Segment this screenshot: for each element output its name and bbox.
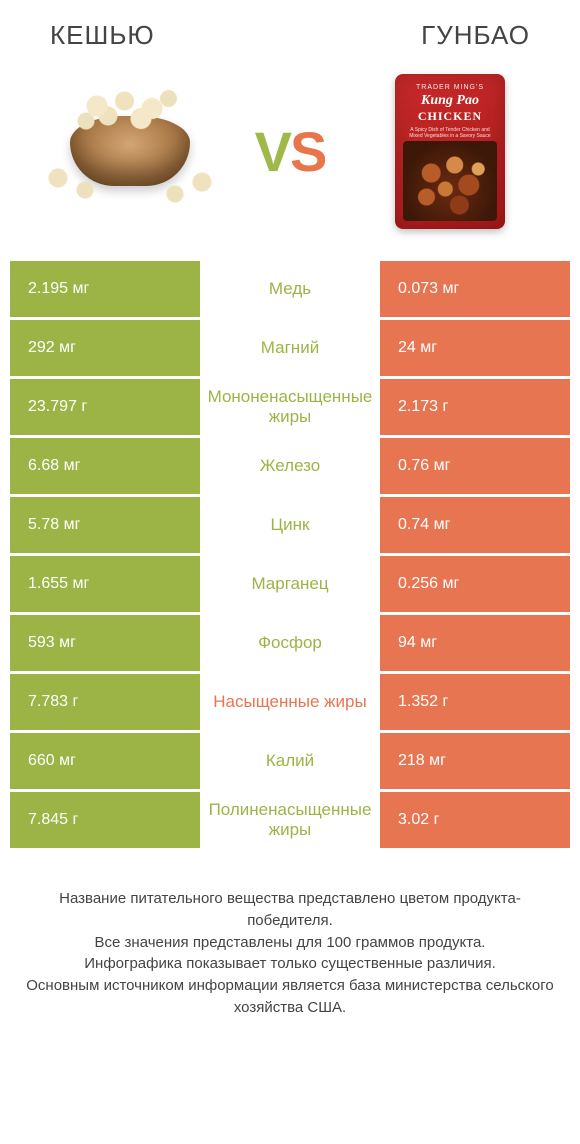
- left-value: 7.783 г: [10, 674, 200, 730]
- table-row: 5.78 мгЦинк0.74 мг: [10, 497, 570, 553]
- table-row: 660 мгКалий218 мг: [10, 733, 570, 789]
- left-product-title: КЕШЬЮ: [50, 20, 155, 51]
- table-row: 593 мгФосфор94 мг: [10, 615, 570, 671]
- table-row: 1.655 мгМарганец0.256 мг: [10, 556, 570, 612]
- nutrient-label: Медь: [200, 261, 380, 317]
- right-value: 1.352 г: [380, 674, 570, 730]
- right-value: 24 мг: [380, 320, 570, 376]
- nutrient-label: Цинк: [200, 497, 380, 553]
- package-brand: TRADER MING'S: [401, 84, 499, 91]
- right-value: 218 мг: [380, 733, 570, 789]
- vs-label: VS: [255, 119, 326, 184]
- table-row: 2.195 мгМедь0.073 мг: [10, 261, 570, 317]
- nutrient-label: Марганец: [200, 556, 380, 612]
- footer-line: Все значения представлены для 100 граммо…: [25, 932, 555, 954]
- kungpao-package-icon: TRADER MING'S Kung Pao CHICKEN A Spicy D…: [395, 74, 505, 229]
- right-value: 3.02 г: [380, 792, 570, 848]
- left-value: 593 мг: [10, 615, 200, 671]
- footer-line: Инфографика показывает только существенн…: [25, 953, 555, 975]
- header: КЕШЬЮ ГУНБАО: [0, 0, 580, 61]
- nutrient-label: Полиненасыщенные жиры: [200, 792, 380, 848]
- images-row: VS TRADER MING'S Kung Pao CHICKEN A Spic…: [0, 61, 580, 261]
- package-name1: Kung Pao: [401, 93, 499, 109]
- nutrient-label: Калий: [200, 733, 380, 789]
- right-value: 0.256 мг: [380, 556, 570, 612]
- comparison-table: 2.195 мгМедь0.073 мг292 мгМагний24 мг23.…: [10, 261, 570, 848]
- right-value: 0.76 мг: [380, 438, 570, 494]
- package-desc: A Spicy Dish of Tender Chicken and Mixed…: [405, 127, 495, 139]
- nutrient-label: Магний: [200, 320, 380, 376]
- table-row: 292 мгМагний24 мг: [10, 320, 570, 376]
- footer-notes: Название питательного вещества представл…: [25, 888, 555, 1019]
- table-row: 7.845 гПолиненасыщенные жиры3.02 г: [10, 792, 570, 848]
- right-value: 2.173 г: [380, 379, 570, 435]
- left-value: 5.78 мг: [10, 497, 200, 553]
- left-product-image: [50, 71, 210, 231]
- cashew-basket-icon: [70, 116, 190, 186]
- right-value: 0.74 мг: [380, 497, 570, 553]
- left-value: 1.655 мг: [10, 556, 200, 612]
- package-name2: CHICKEN: [401, 109, 499, 124]
- left-value: 660 мг: [10, 733, 200, 789]
- table-row: 23.797 гМононенасыщенные жиры2.173 г: [10, 379, 570, 435]
- nutrient-label: Мононенасыщенные жиры: [200, 379, 380, 435]
- left-value: 2.195 мг: [10, 261, 200, 317]
- right-product-title: ГУНБАО: [421, 20, 530, 51]
- footer-line: Основным источником информации является …: [25, 975, 555, 1019]
- right-value: 94 мг: [380, 615, 570, 671]
- nutrient-label: Фосфор: [200, 615, 380, 671]
- nutrient-label: Насыщенные жиры: [200, 674, 380, 730]
- left-value: 7.845 г: [10, 792, 200, 848]
- footer-line: Название питательного вещества представл…: [25, 888, 555, 932]
- vs-v: V: [255, 120, 290, 183]
- left-value: 6.68 мг: [10, 438, 200, 494]
- vs-s: S: [290, 120, 325, 183]
- table-row: 7.783 гНасыщенные жиры1.352 г: [10, 674, 570, 730]
- table-row: 6.68 мгЖелезо0.76 мг: [10, 438, 570, 494]
- package-dish-icon: [403, 141, 497, 221]
- left-value: 23.797 г: [10, 379, 200, 435]
- nutrient-label: Железо: [200, 438, 380, 494]
- right-value: 0.073 мг: [380, 261, 570, 317]
- right-product-image: TRADER MING'S Kung Pao CHICKEN A Spicy D…: [370, 71, 530, 231]
- left-value: 292 мг: [10, 320, 200, 376]
